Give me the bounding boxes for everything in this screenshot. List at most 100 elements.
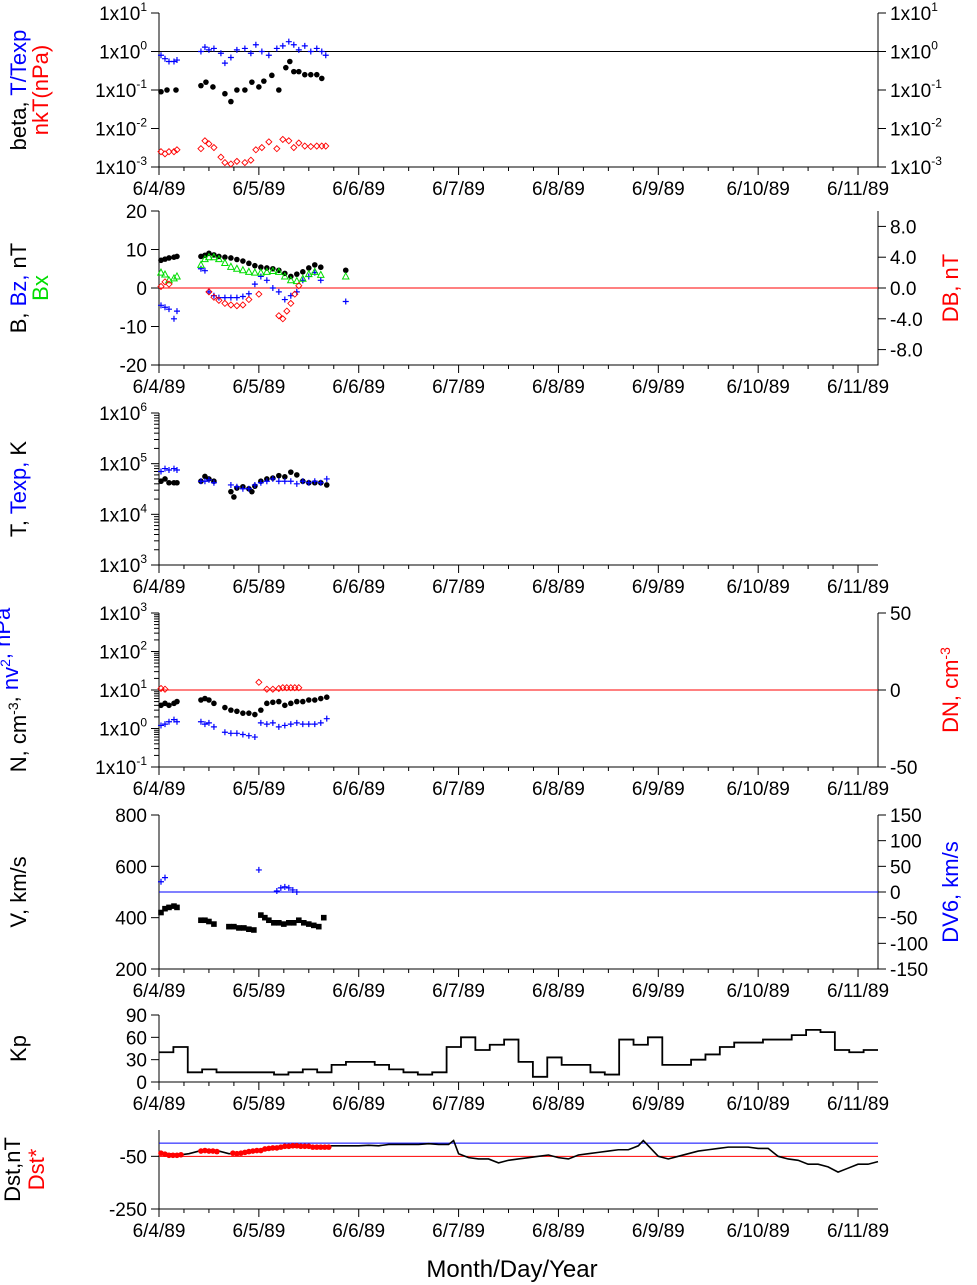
data-point <box>268 266 277 275</box>
y2-tick-label: 50 <box>890 604 911 625</box>
data-point <box>313 1144 320 1150</box>
data-point <box>281 478 288 485</box>
data-point <box>295 139 303 147</box>
y-axis-label-secondary: Dst* <box>24 1148 49 1190</box>
data-point <box>322 142 330 150</box>
x-tick-label: 6/6/89 <box>332 1221 385 1242</box>
data-point <box>305 265 312 271</box>
data-point <box>158 88 164 95</box>
data-point <box>201 137 209 145</box>
data-point <box>291 290 299 298</box>
data-point <box>269 685 277 693</box>
data-point <box>198 82 204 89</box>
data-point <box>280 271 289 280</box>
data-point <box>281 883 288 890</box>
x-tick-label: 6/11/89 <box>827 981 889 1002</box>
y-tick-label: -10 <box>120 318 147 339</box>
series-black <box>159 1028 878 1078</box>
data-point <box>226 923 232 930</box>
data-point <box>204 252 213 261</box>
data-point <box>322 52 329 59</box>
x-tick-label: 6/11/89 <box>827 179 889 200</box>
data-point <box>291 68 297 75</box>
x-tick-label: 6/8/89 <box>532 577 585 598</box>
x-tick-label: 6/4/89 <box>133 377 186 398</box>
data-point <box>165 280 173 288</box>
x-tick-label: 6/6/89 <box>332 981 385 1002</box>
data-point <box>257 273 264 280</box>
x-tick-label: 6/9/89 <box>632 179 685 200</box>
data-point <box>239 293 246 300</box>
data-point <box>221 729 228 736</box>
data-point <box>318 48 325 55</box>
data-point <box>254 1147 260 1154</box>
y-tick-label: 1x101 <box>99 0 147 25</box>
data-point <box>292 276 301 285</box>
data-point <box>232 264 241 272</box>
plot-frame <box>158 413 878 566</box>
x-tick-label: 6/5/89 <box>232 179 285 200</box>
series-red <box>157 278 303 323</box>
data-point <box>161 150 169 158</box>
data-point <box>157 282 165 291</box>
data-point <box>281 921 287 927</box>
y-tick-label: -20 <box>120 356 147 377</box>
data-point <box>228 488 234 495</box>
data-point <box>178 1151 184 1158</box>
data-point <box>165 148 173 156</box>
data-point <box>311 721 318 728</box>
data-point <box>261 78 267 84</box>
x-tick-label: 6/8/89 <box>532 179 585 200</box>
y-tick-label: 1x104 <box>99 501 147 526</box>
data-point <box>276 698 282 705</box>
panels: 1x1011x1001x10-11x10-21x10-31x1011x1001x… <box>0 0 963 1242</box>
data-point <box>246 926 252 933</box>
data-point <box>301 42 308 49</box>
data-point <box>258 707 264 713</box>
x-tick-label: 6/7/89 <box>432 981 485 1002</box>
data-point <box>299 478 306 485</box>
data-point <box>262 914 268 921</box>
data-point <box>283 64 289 71</box>
x-tick-label: 6/5/89 <box>232 1221 285 1242</box>
x-tick-label: 6/7/89 <box>432 577 485 598</box>
series-blue <box>157 715 330 741</box>
data-point <box>165 718 172 725</box>
data-point <box>305 721 312 728</box>
data-point <box>217 50 224 57</box>
data-point <box>211 921 217 927</box>
y-axis-label: Kp <box>6 1035 31 1062</box>
data-point <box>196 260 205 268</box>
data-point <box>316 270 325 278</box>
data-point <box>298 274 307 282</box>
x-tick-label: 6/10/89 <box>726 1094 789 1115</box>
data-point <box>205 140 213 148</box>
data-point <box>288 700 294 707</box>
x-tick-label: 6/10/89 <box>726 779 789 800</box>
data-point <box>321 1144 328 1150</box>
data-point <box>263 277 270 284</box>
data-point <box>227 301 235 309</box>
y2-tick-label: 4.0 <box>890 248 916 269</box>
y-tick-label: 10 <box>126 241 147 262</box>
data-point <box>174 698 180 705</box>
data-point <box>202 917 208 924</box>
data-point <box>161 874 168 881</box>
y-tick-label: 1x10-2 <box>95 116 147 141</box>
x-tick-label: 6/10/89 <box>726 377 789 398</box>
data-point <box>252 41 259 48</box>
data-point <box>305 697 312 703</box>
data-point <box>158 909 164 916</box>
kp-step-line <box>159 1028 878 1078</box>
data-point <box>228 707 234 713</box>
data-point <box>293 889 300 895</box>
data-point <box>161 278 169 286</box>
data-point <box>287 299 295 308</box>
data-point <box>231 494 237 500</box>
data-point <box>173 57 180 64</box>
data-point <box>266 917 272 924</box>
series-blue <box>157 866 300 895</box>
